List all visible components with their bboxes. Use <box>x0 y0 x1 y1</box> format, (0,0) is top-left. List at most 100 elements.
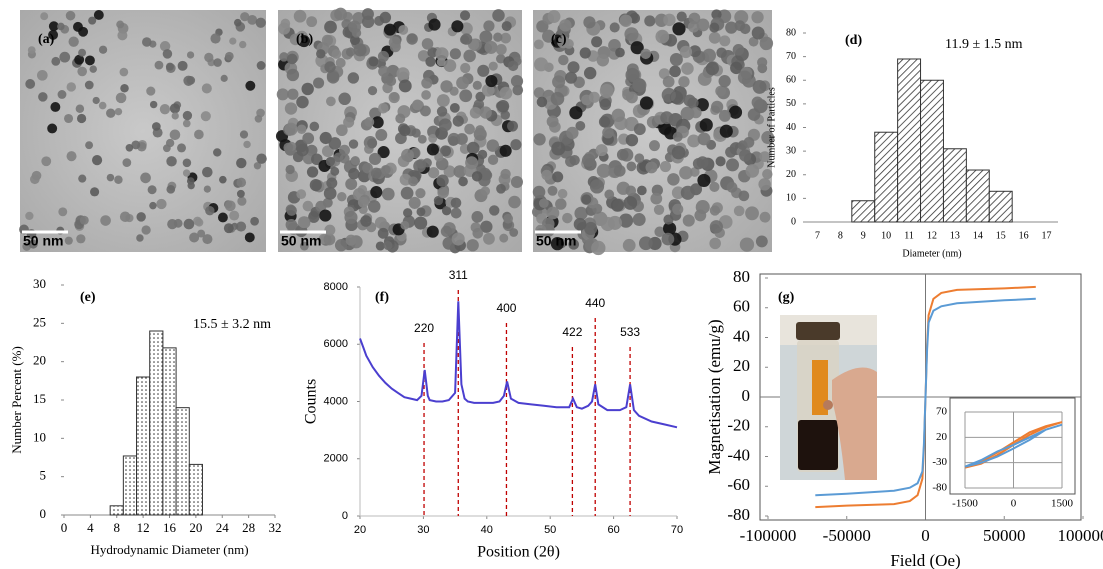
x-tick-label: 10 <box>881 230 891 241</box>
nanoparticle <box>183 218 195 230</box>
nanoparticle <box>173 218 183 228</box>
nanoparticle <box>630 41 644 55</box>
y-tick-label: 2000 <box>324 453 348 465</box>
nanoparticle <box>89 65 97 73</box>
nanoparticle <box>380 164 391 175</box>
nanoparticle <box>510 175 523 189</box>
nanoparticle <box>679 45 693 59</box>
x-tick-label: 0 <box>1011 498 1017 510</box>
nanoparticle <box>730 61 743 75</box>
nanoparticle <box>440 145 452 157</box>
panel-label: (d) <box>845 33 862 48</box>
nanoparticle <box>68 36 79 47</box>
nanoparticle <box>449 48 461 60</box>
nanoparticle <box>738 190 750 202</box>
nanoparticle <box>428 18 441 31</box>
peak-label: 220 <box>414 321 434 335</box>
nanoparticle <box>711 100 724 114</box>
peak-label: 422 <box>562 325 582 339</box>
nanoparticle <box>638 236 653 251</box>
nanoparticle <box>697 132 711 146</box>
nanoparticle <box>451 20 464 33</box>
nanoparticle <box>500 32 512 44</box>
tem-image: (b) 50 nm <box>275 7 524 254</box>
x-tick-label: 100000 <box>1058 526 1103 545</box>
nanoparticle <box>709 22 720 33</box>
nanoparticle <box>552 75 566 89</box>
nanoparticle <box>202 166 213 178</box>
nanoparticle <box>436 174 449 187</box>
nanoparticle <box>38 92 48 102</box>
nanoparticle <box>487 154 499 166</box>
nanoparticle <box>436 57 446 67</box>
nanoparticle <box>236 177 247 188</box>
nanoparticle <box>566 126 579 140</box>
y-tick-label: 70 <box>936 406 948 418</box>
nanoparticle <box>687 21 700 33</box>
nanoparticle <box>489 205 500 216</box>
nanoparticle <box>575 120 586 131</box>
nanoparticle <box>671 186 685 200</box>
nanoparticle <box>171 112 179 120</box>
nanoparticle <box>243 140 251 149</box>
nanoparticle <box>500 110 510 120</box>
nanoparticle <box>596 54 610 67</box>
nanoparticle <box>702 48 717 63</box>
x-tick-label: 50000 <box>983 526 1026 545</box>
nanoparticle <box>65 10 76 21</box>
nanoparticle <box>182 119 191 128</box>
nanoparticle <box>156 198 167 210</box>
nanoparticle <box>688 12 701 25</box>
nanoparticle <box>739 23 751 35</box>
nanoparticle <box>403 208 413 218</box>
nanoparticle <box>428 133 438 143</box>
y-tick-label: 0 <box>742 386 751 405</box>
nanoparticle <box>569 106 583 120</box>
nanoparticle <box>278 22 291 35</box>
nanoparticle <box>370 186 383 199</box>
nanoparticle <box>499 233 509 243</box>
nanoparticle <box>377 146 390 159</box>
nanoparticle <box>460 33 473 45</box>
nanoparticle <box>483 20 495 32</box>
nanoparticle <box>752 79 767 94</box>
nanoparticle <box>581 194 592 205</box>
nanoparticle <box>106 108 116 118</box>
nanoparticle <box>625 185 637 197</box>
nanoparticle <box>357 196 369 208</box>
nanoparticle <box>255 17 266 28</box>
nanoparticle <box>381 187 395 201</box>
nanoparticle <box>348 139 359 149</box>
bar <box>965 169 990 223</box>
nanoparticle <box>345 47 356 57</box>
nanoparticle <box>229 37 237 45</box>
nanoparticle <box>426 225 439 238</box>
nanoparticle <box>747 108 761 121</box>
nanoparticle <box>728 105 743 119</box>
nanoparticle <box>718 75 731 88</box>
nanoparticle <box>499 144 512 157</box>
nanoparticle <box>588 91 600 103</box>
nanoparticle <box>367 86 378 96</box>
x-tick-label: 20 <box>189 520 202 535</box>
nanoparticle <box>547 10 561 23</box>
nanoparticle <box>50 102 61 112</box>
y-axis-title: Number Percent (%) <box>9 346 24 454</box>
nanoparticle <box>236 189 245 198</box>
nanoparticle <box>681 62 694 75</box>
nanoparticle <box>119 211 131 222</box>
x-tick-label: 11 <box>904 230 914 241</box>
nanoparticle <box>479 106 492 119</box>
y-axis-title: Number of Particles <box>766 87 777 168</box>
nanoparticle <box>375 241 385 251</box>
nanoparticle <box>581 153 596 167</box>
nanoparticle <box>452 115 464 127</box>
nanoparticle <box>646 115 660 129</box>
scale-bar-label: 50 nm <box>281 233 321 249</box>
nanoparticle <box>709 220 723 234</box>
nanoparticle <box>301 82 314 96</box>
nanoparticle <box>383 241 393 251</box>
nanoparticle <box>289 33 302 46</box>
x-tick-label: 24 <box>216 520 230 535</box>
nanoparticle <box>655 29 670 44</box>
